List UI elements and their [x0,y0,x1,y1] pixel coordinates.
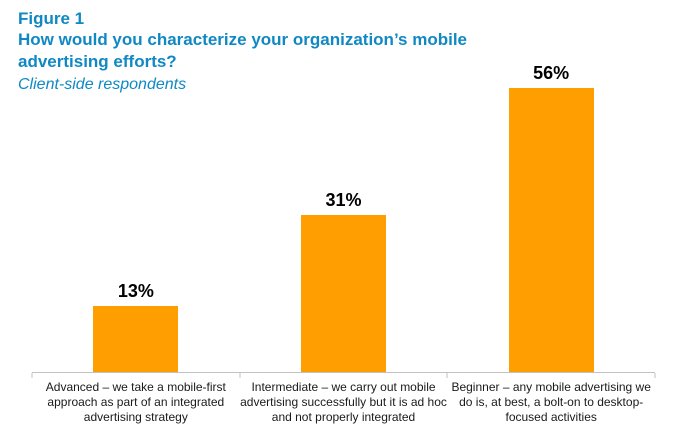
category-label: Intermediate – we carry out mobile adver… [240,380,447,424]
bar-group: 31% [240,190,448,372]
category-labels: Advanced – we take a mobile-first approa… [32,380,655,425]
bar-value-label: 13% [117,281,154,301]
bar [301,215,386,372]
chart-header: Figure 1 How would you characterize your… [18,8,467,95]
category-label-cell: Intermediate – we carry out mobile adver… [240,380,448,425]
chart-title-line-2: advertising efforts? [18,52,177,71]
bar [93,306,179,372]
bar [508,88,594,372]
axis-tick [446,373,448,378]
bar-group: 56% [447,63,655,372]
chart-subtitle: Client-side respondents [18,76,187,93]
category-label-cell: Beginner – any mobile advertising we do … [447,380,655,425]
axis-tick [31,373,33,378]
x-axis [31,372,656,378]
axis-tick [239,373,241,378]
category-label: Advanced – we take a mobile-first approa… [45,380,226,424]
bar-value-label: 56% [533,63,570,83]
bar-value-label: 31% [325,190,362,210]
bar-group: 13% [32,281,240,372]
axis-tick [654,373,656,378]
figure-label: Figure 1 [18,9,85,28]
category-label: Beginner – any mobile advertising we do … [451,380,651,424]
chart-title-line-1: How would you characterize your organiza… [18,30,467,49]
category-label-cell: Advanced – we take a mobile-first approa… [32,380,240,425]
plot-area: 13% 31% 56% [32,62,655,372]
